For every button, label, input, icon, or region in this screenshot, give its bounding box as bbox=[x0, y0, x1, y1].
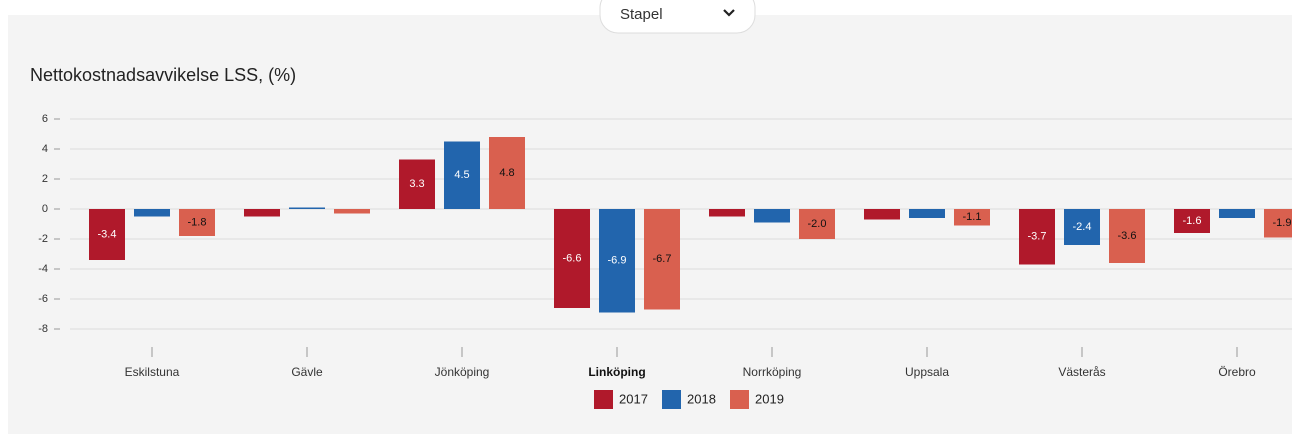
bar bbox=[1264, 209, 1292, 238]
value-label: 4.8 bbox=[499, 167, 514, 179]
x-tick-label: Örebro bbox=[1218, 365, 1256, 379]
bar bbox=[489, 137, 525, 209]
value-label: -1.1 bbox=[963, 211, 982, 223]
bar bbox=[1219, 209, 1255, 218]
legend-swatch bbox=[730, 390, 749, 409]
y-tick-label: -4 bbox=[38, 263, 48, 275]
x-tick-label: Linköping bbox=[588, 365, 645, 379]
legend-label: 2017 bbox=[619, 391, 648, 406]
dropdown[interactable] bbox=[599, 0, 756, 34]
bar bbox=[909, 209, 945, 218]
bar bbox=[554, 209, 590, 308]
legend-swatch bbox=[594, 390, 613, 409]
bar bbox=[1064, 209, 1100, 245]
value-label: -2.0 bbox=[808, 218, 827, 230]
bar bbox=[399, 159, 435, 209]
bar bbox=[289, 207, 325, 209]
bar bbox=[444, 141, 480, 209]
value-label: 4.5 bbox=[454, 169, 469, 181]
x-tick-label: Gävle bbox=[291, 365, 323, 379]
bar bbox=[244, 209, 280, 217]
x-tick-label: Eskilstuna bbox=[125, 365, 180, 379]
chart-title: Nettokostnadsavvikelse LSS, (%) bbox=[30, 65, 296, 85]
value-label: -1.8 bbox=[188, 216, 207, 228]
bar bbox=[1174, 209, 1210, 233]
bar bbox=[799, 209, 835, 239]
legend-label: 2019 bbox=[755, 391, 784, 406]
bar bbox=[864, 209, 900, 220]
y-tick-label: 4 bbox=[42, 143, 48, 155]
bar bbox=[89, 209, 125, 260]
value-label: -2.4 bbox=[1073, 221, 1092, 233]
chevron[interactable] bbox=[723, 9, 735, 17]
value-label: -6.6 bbox=[563, 252, 582, 264]
x-tick-label: Uppsala bbox=[905, 365, 949, 379]
bar bbox=[334, 209, 370, 214]
y-tick-label: -8 bbox=[38, 323, 48, 335]
value-label: -3.6 bbox=[1118, 230, 1137, 242]
bar bbox=[754, 209, 790, 223]
y-tick-label: -6 bbox=[38, 293, 48, 305]
value-label: -6.7 bbox=[653, 253, 672, 265]
bar bbox=[599, 209, 635, 313]
bar bbox=[709, 209, 745, 217]
value-label: -1.9 bbox=[1273, 217, 1292, 229]
bar bbox=[134, 209, 170, 217]
legend-swatch bbox=[662, 390, 681, 409]
value-label: 3.3 bbox=[409, 178, 424, 190]
value-label: -3.4 bbox=[98, 228, 117, 240]
legend-label: 2018 bbox=[687, 391, 716, 406]
value-label: -3.7 bbox=[1028, 231, 1047, 243]
dropdown-label[interactable]: Stapel bbox=[620, 6, 663, 23]
bar bbox=[179, 209, 215, 236]
y-tick-label: 6 bbox=[42, 113, 48, 125]
y-tick-label: -2 bbox=[38, 233, 48, 245]
bar bbox=[954, 209, 990, 226]
bar bbox=[644, 209, 680, 310]
bar bbox=[1019, 209, 1055, 265]
bar bbox=[1109, 209, 1145, 263]
value-label: -1.6 bbox=[1183, 215, 1202, 227]
value-label: -6.9 bbox=[608, 255, 627, 267]
y-tick-label: 2 bbox=[42, 173, 48, 185]
x-tick-label: Norrköping bbox=[743, 365, 802, 379]
x-tick-label: Jönköping bbox=[435, 365, 490, 379]
y-tick-label: 0 bbox=[42, 203, 48, 215]
x-tick-label: Västerås bbox=[1058, 365, 1105, 379]
